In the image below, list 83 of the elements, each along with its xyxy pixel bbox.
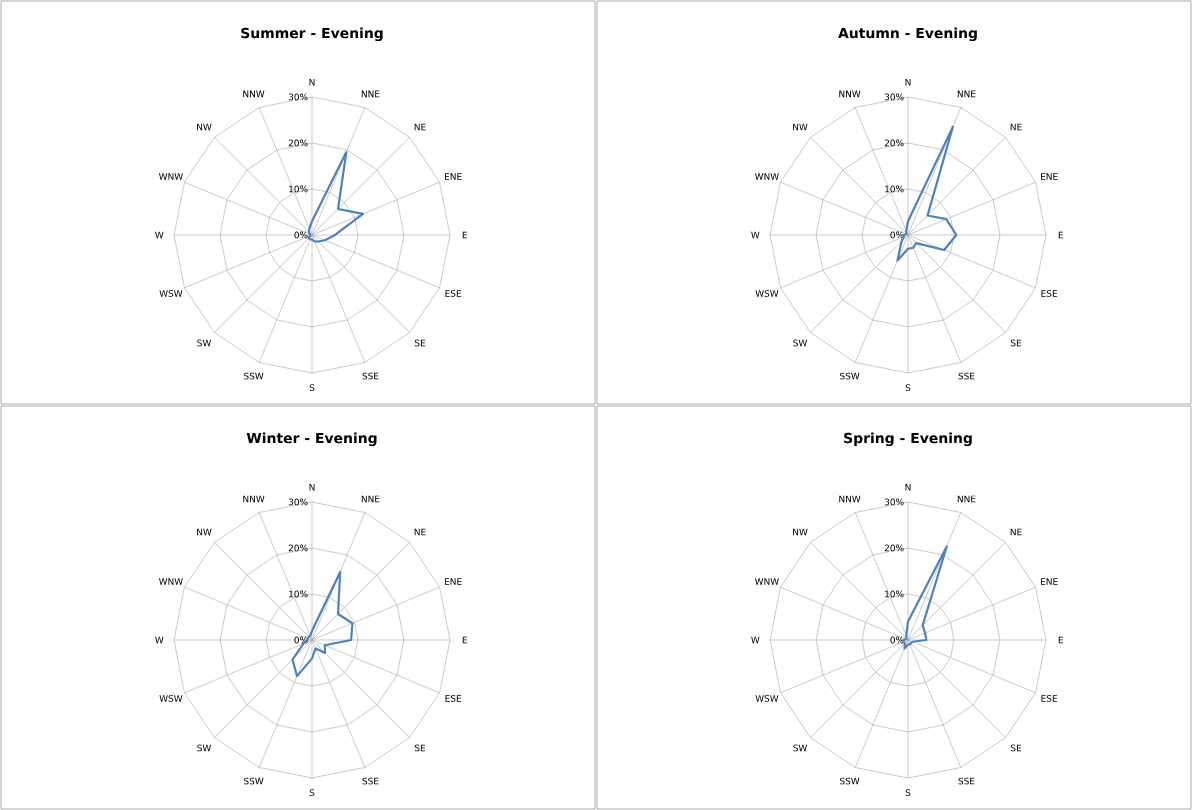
chart-title: Spring - Evening [844, 432, 972, 447]
spoke-label: S [309, 384, 315, 392]
y-tick-label: 20% [288, 544, 308, 552]
spoke-label: NW [793, 528, 808, 536]
spoke-label: W [751, 636, 760, 644]
spoke-label: NE [1010, 123, 1022, 131]
spoke-label: E [1058, 636, 1063, 644]
spoke-label: WNW [755, 578, 779, 585]
spoke-label: WSW [159, 290, 183, 297]
spoke-label: NNW [839, 495, 861, 503]
spoke-label: SE [1010, 339, 1022, 347]
spoke-label: S [309, 789, 315, 797]
y-tick-label: 30% [884, 498, 904, 506]
spoke-label: ESE [1041, 695, 1058, 702]
spoke-label: SSE [958, 777, 975, 785]
spoke-label: NNE [957, 90, 976, 98]
spoke-label: N [905, 484, 911, 491]
spoke-label: E [1058, 231, 1063, 239]
y-tick-label: 20% [884, 544, 904, 552]
spoke-label: NE [414, 528, 426, 536]
spoke-label: SW [793, 339, 808, 347]
spoke-label: NNE [361, 90, 380, 98]
spoke-label: SSW [840, 777, 860, 785]
spoke-label: SE [414, 744, 426, 752]
spoke-label: NW [793, 123, 808, 131]
spoke-label: NW [197, 123, 212, 131]
spoke-label: NNW [243, 90, 265, 98]
spoke-label: E [462, 231, 467, 239]
spoke-label: ENE [444, 173, 462, 180]
y-tick-label: 10% [289, 590, 308, 598]
spoke-label: WSW [755, 695, 779, 702]
y-tick-label: 10% [885, 185, 904, 193]
chart-title: Winter - Evening [246, 432, 377, 447]
chart-title: Summer - Evening [241, 27, 383, 42]
spoke-label: WSW [755, 290, 779, 297]
y-tick-label: 0% [890, 231, 904, 239]
spoke-label: SSW [244, 777, 264, 785]
spoke-label: ENE [444, 578, 462, 585]
y-tick-label: 0% [294, 231, 308, 239]
spoke-label: SSE [362, 372, 379, 380]
spoke-label: S [905, 789, 911, 797]
spoke-label: W [751, 231, 760, 239]
spoke-label: SSW [840, 372, 860, 380]
spoke-label: NNE [957, 495, 976, 503]
spoke-label: SE [414, 339, 426, 347]
y-tick-label: 30% [288, 498, 308, 506]
spoke-label: ESE [445, 695, 462, 702]
spoke-label: NNW [839, 90, 861, 98]
spoke-label: ENE [1040, 173, 1058, 180]
y-tick-label: 30% [288, 93, 308, 101]
spoke-label: W [155, 636, 164, 644]
spoke-label: NNW [243, 495, 265, 503]
spoke-label: WNW [159, 173, 183, 180]
spoke-label: ESE [445, 290, 462, 297]
spoke-label: WSW [159, 695, 183, 702]
spoke-label: N [309, 79, 315, 86]
spoke-label: NE [1010, 528, 1022, 536]
spoke-label: SSE [958, 372, 975, 380]
spoke-label: ESE [1041, 290, 1058, 297]
y-tick-label: 10% [289, 185, 308, 193]
spoke-label: N [905, 79, 911, 86]
chart-title: Autumn - Evening [838, 27, 977, 42]
y-tick-label: 20% [288, 139, 308, 147]
spoke-label: SSW [244, 372, 264, 380]
y-tick-label: 20% [884, 139, 904, 147]
spoke-label: SSE [362, 777, 379, 785]
spoke-label: SW [197, 339, 212, 347]
spoke-label: E [462, 636, 467, 644]
spoke-label: ENE [1040, 578, 1058, 585]
spoke-label: SE [1010, 744, 1022, 752]
y-tick-label: 0% [890, 636, 904, 644]
spoke-label: NE [414, 123, 426, 131]
spoke-label: SW [197, 744, 212, 752]
spoke-label: N [309, 484, 315, 491]
spoke-label: SW [793, 744, 808, 752]
spoke-label: NNE [361, 495, 380, 503]
spoke-label: W [155, 231, 164, 239]
spoke-label: NW [197, 528, 212, 536]
spoke-label: WNW [159, 578, 183, 585]
spoke-label: S [905, 384, 911, 392]
y-tick-label: 10% [885, 590, 904, 598]
spoke-label: WNW [755, 173, 779, 180]
y-tick-label: 30% [884, 93, 904, 101]
